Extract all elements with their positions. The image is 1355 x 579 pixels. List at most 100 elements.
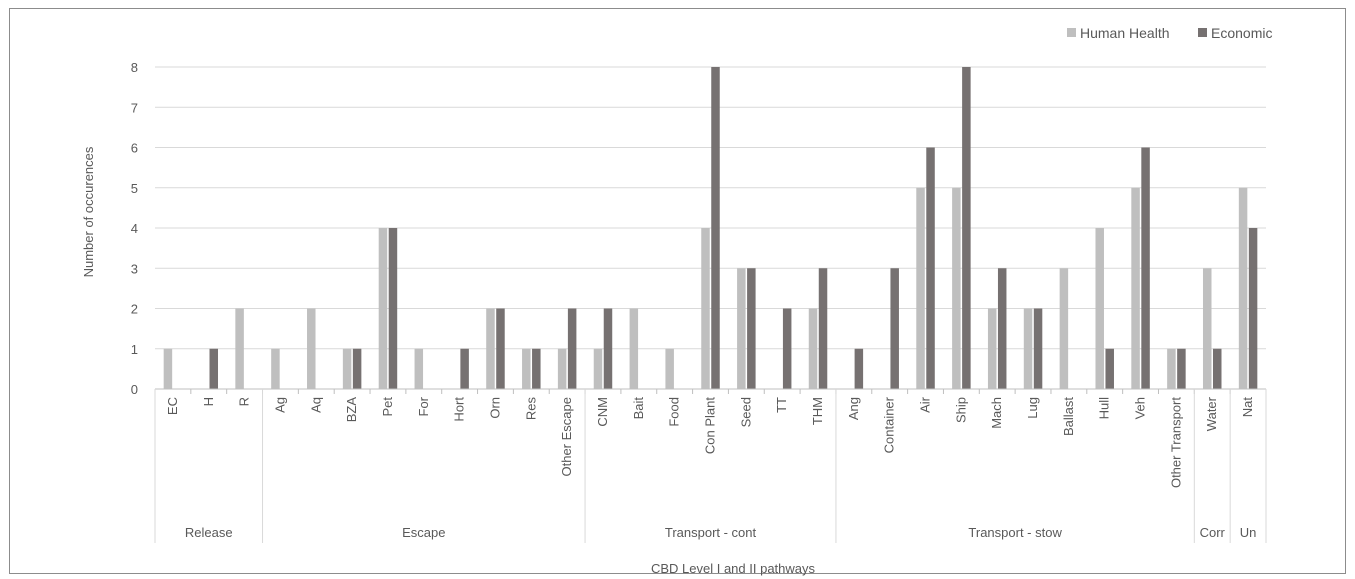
y-tick-labels: 0 1 2 3 4 5 6 7 8: [131, 60, 138, 397]
bar-human-health: [486, 308, 495, 389]
y-tick-label: 4: [131, 221, 138, 236]
bar-human-health: [952, 187, 961, 389]
x-tick-label: Veh: [1133, 397, 1148, 419]
bar-human-health: [737, 268, 746, 389]
x-tick-label: Aq: [308, 397, 323, 413]
bar-human-health: [307, 308, 316, 389]
bar-economic: [1033, 308, 1043, 389]
bar-economic: [711, 67, 720, 389]
bar-economic: [352, 348, 362, 389]
x-tick-label: Ballast: [1061, 397, 1076, 436]
bar-economic: [997, 268, 1007, 389]
bar-human-health: [701, 228, 710, 389]
legend-swatch-economic: [1198, 28, 1207, 37]
y-tick-label: 6: [131, 141, 138, 156]
bar-human-health: [163, 348, 173, 389]
x-axis-title: CBD Level I and II pathways: [651, 561, 816, 576]
x-tick-label: BZA: [344, 397, 359, 423]
x-tick-label: Air: [918, 396, 933, 413]
y-tick-label: 5: [131, 181, 138, 196]
x-tick-label: R: [237, 397, 252, 406]
legend: Human Health Economic: [1067, 25, 1272, 41]
y-tick-label: 0: [131, 382, 138, 397]
bar-human-health: [665, 348, 674, 389]
bar-economic: [926, 147, 935, 389]
x-tick-label: Res: [523, 397, 538, 421]
bar-economic: [890, 268, 899, 389]
group-label: Corr: [1200, 525, 1226, 540]
group-label: Transport - cont: [665, 525, 757, 540]
bar-human-health: [1131, 187, 1140, 389]
x-tick-label: Water: [1204, 396, 1219, 431]
x-tick-label: Other Transport: [1168, 397, 1183, 488]
bar-human-health: [1202, 268, 1212, 389]
bar-economic: [603, 308, 613, 389]
bar-human-health: [1023, 308, 1033, 389]
x-tick-label: Seed: [738, 397, 753, 427]
legend-swatch-human-health: [1067, 28, 1076, 37]
x-tick-label: Ag: [272, 397, 287, 413]
y-tick-label: 7: [131, 100, 138, 115]
bar-economic: [209, 348, 219, 389]
gridlines: [155, 66, 1266, 350]
bar-human-health: [557, 348, 567, 389]
bar-human-health: [629, 308, 639, 389]
y-axis-title: Number of occurences: [81, 146, 96, 277]
axes: [154, 388, 1267, 543]
y-tick-label: 8: [131, 60, 138, 75]
y-tick-label: 2: [131, 302, 138, 317]
chart-frame: [9, 8, 1346, 574]
x-tick-label: Mach: [989, 397, 1004, 429]
x-tick-label: Hort: [452, 397, 467, 422]
bar-economic: [496, 308, 505, 389]
bar-human-health: [414, 348, 424, 389]
bar-economic: [818, 268, 828, 389]
x-tick-label: TT: [774, 397, 789, 413]
bar-human-health: [1059, 268, 1069, 389]
bar-economic: [854, 348, 864, 389]
bar-economic: [1248, 228, 1258, 389]
bar-human-health: [916, 187, 925, 389]
x-tick-label: Other Escape: [559, 397, 574, 477]
bar-economic: [747, 268, 756, 389]
bar-economic: [1212, 348, 1222, 389]
bar-economic: [1141, 147, 1150, 389]
bar-human-health: [1167, 348, 1176, 389]
x-tick-label: CNM: [595, 397, 610, 427]
x-tick-label: Orn: [487, 397, 502, 419]
x-tick-label: Nat: [1240, 397, 1255, 418]
y-tick-label: 1: [131, 342, 138, 357]
group-label: Un: [1240, 525, 1257, 540]
bar-economic: [460, 348, 469, 389]
x-tick-label: Bait: [631, 397, 646, 420]
bar-economic: [962, 67, 971, 389]
bar-human-health: [271, 348, 280, 389]
bar-human-health: [342, 348, 352, 389]
y-tick-label: 3: [131, 261, 138, 276]
legend-label-economic: Economic: [1211, 25, 1272, 41]
x-tick-label: Food: [667, 397, 682, 427]
bar-human-health: [378, 228, 388, 389]
bar-human-health: [1095, 228, 1104, 389]
legend-label-human-health: Human Health: [1080, 25, 1170, 41]
bar-human-health: [593, 348, 603, 389]
group-label: Escape: [402, 525, 445, 540]
x-tick-label: Ship: [953, 397, 968, 423]
x-tick-label: Pet: [380, 397, 395, 417]
bar-economic: [388, 228, 398, 389]
x-tick-label: H: [201, 397, 216, 406]
x-tick-label: EC: [165, 397, 180, 415]
bars: [163, 67, 1258, 389]
x-tick-label: Con Plant: [703, 397, 718, 454]
x-tick-label: Lug: [1025, 397, 1040, 419]
bar-human-health: [522, 348, 531, 389]
x-tick-label: Ang: [846, 397, 861, 420]
bar-economic: [532, 348, 541, 389]
bar-human-health: [235, 308, 244, 389]
bar-human-health: [808, 308, 818, 389]
bar-economic: [567, 308, 577, 389]
bar-human-health: [987, 308, 997, 389]
x-tick-label: Container: [882, 396, 897, 453]
group-label: Transport - stow: [968, 525, 1062, 540]
